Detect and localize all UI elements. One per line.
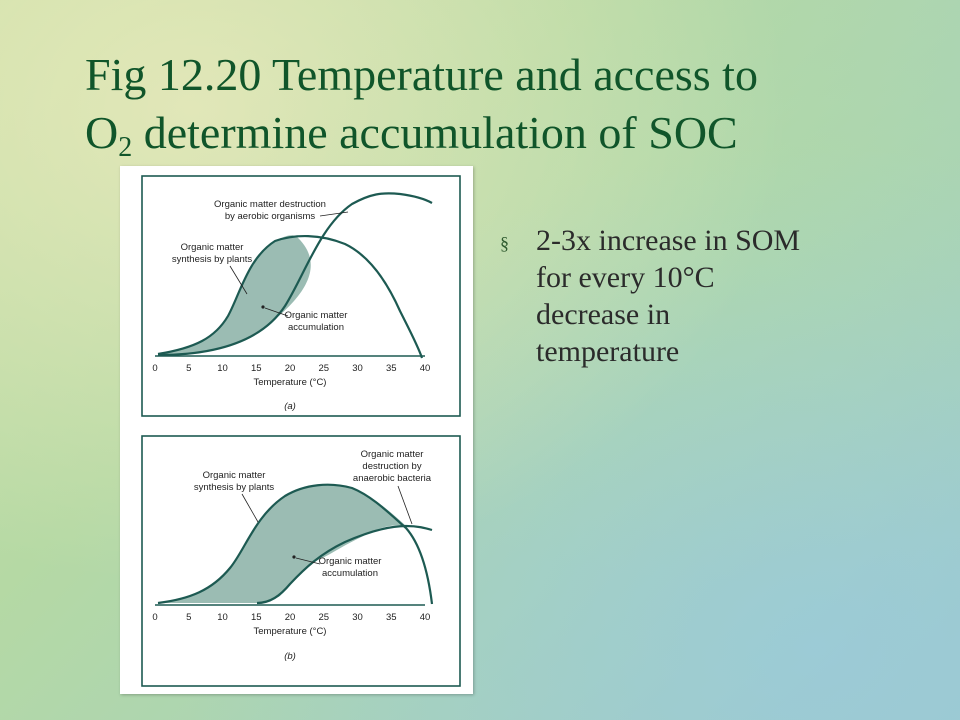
panel-a-destruction-label-1: Organic matter destruction <box>214 199 326 210</box>
panel-a-accumulation-label-1: Organic matter <box>285 310 348 321</box>
panel-b-tick-0: 0 <box>152 612 157 623</box>
panel-b-synthesis-label-2: synthesis by plants <box>194 482 275 493</box>
panel-b-tick-20: 20 <box>285 612 296 623</box>
panel-a-tick-40: 40 <box>420 363 431 374</box>
panel-a-tick-0: 0 <box>152 363 157 374</box>
bullet-item: § 2-3x increase in SOM for every 10°C de… <box>500 222 880 370</box>
panel-a-accumulation-dot <box>261 305 265 309</box>
panel-a-destruction-label-2: by aerobic organisms <box>225 211 316 222</box>
panel-a-x-label: Temperature (°C) <box>254 377 327 388</box>
title-line-1: Fig 12.20 Temperature and access to <box>85 49 758 100</box>
panel-b-accumulation-area <box>158 484 406 603</box>
panel-b-tick-40: 40 <box>420 612 431 623</box>
panel-b-synthesis-pointer <box>241 493 259 523</box>
bullet-line-1: 2-3x increase in SOM <box>536 224 801 257</box>
title-subscript: 2 <box>118 132 133 163</box>
panel-a-caption: (a) <box>284 401 296 412</box>
panel-a-tick-25: 25 <box>318 363 329 374</box>
panel-b-x-label: Temperature (°C) <box>254 626 327 637</box>
panel-a-synthesis-pointer <box>229 265 248 295</box>
panel-b-destruction-pointer <box>397 485 413 525</box>
panel-b-destruction-curve <box>256 524 433 605</box>
panel-a-accumulation-pointer <box>264 307 289 317</box>
panel-a: 0 5 10 15 20 25 30 35 40 Temperature (°C… <box>141 175 461 417</box>
panel-a-tick-10: 10 <box>217 363 228 374</box>
panel-a-tick-20: 20 <box>285 363 296 374</box>
bullet-line-2: for every 10°C <box>536 261 715 294</box>
panel-b-tick-35: 35 <box>386 612 397 623</box>
panel-b-destruction-label-2: destruction by <box>362 461 421 472</box>
panel-b-synthesis-label-1: Organic matter <box>203 470 266 481</box>
title-o: O <box>85 107 119 158</box>
panel-a-tick-5: 5 <box>186 363 191 374</box>
panel-b-accumulation-pointer <box>295 557 321 565</box>
bullet-list: § 2-3x increase in SOM for every 10°C de… <box>500 222 880 370</box>
slide-title: Fig 12.20 Temperature and access to O2 d… <box>85 46 758 177</box>
panel-a-tick-35: 35 <box>386 363 397 374</box>
panel-b-tick-30: 30 <box>352 612 363 623</box>
panel-b-synthesis-curve <box>157 483 434 605</box>
panel-b: 0 5 10 15 20 25 30 35 40 Temperature (°C… <box>141 435 461 687</box>
panel-a-destruction-curve <box>157 192 433 357</box>
panel-b-accumulation-label-2: accumulation <box>322 568 378 579</box>
panel-a-accumulation-label-2: accumulation <box>288 322 344 333</box>
panel-a-tick-15: 15 <box>251 363 262 374</box>
panel-a-destruction-pointer <box>319 211 349 217</box>
panel-b-tick-5: 5 <box>186 612 191 623</box>
panel-b-tick-25: 25 <box>318 612 329 623</box>
panel-a-tick-30: 30 <box>352 363 363 374</box>
panel-a-frame <box>141 175 461 417</box>
panel-b-tick-15: 15 <box>251 612 262 623</box>
panel-b-caption: (b) <box>284 651 296 662</box>
panel-a-synthesis-label-2: synthesis by plants <box>172 254 253 265</box>
panel-b-accumulation-dot <box>292 555 296 559</box>
panel-a-synthesis-curve <box>157 234 424 359</box>
figure-image: 0 5 10 15 20 25 30 35 40 Temperature (°C… <box>120 166 473 694</box>
bullet-line-4: temperature <box>536 335 680 368</box>
figure-diagram: 0 5 10 15 20 25 30 35 40 Temperature (°C… <box>141 175 461 687</box>
panel-b-destruction-label-3: anaerobic bacteria <box>353 473 432 484</box>
panel-b-accumulation-label-1: Organic matter <box>319 556 382 567</box>
panel-a-accumulation-area <box>158 235 311 355</box>
bullet-line-3: decrease in <box>536 298 671 331</box>
panel-b-tick-10: 10 <box>217 612 228 623</box>
panel-b-destruction-label-1: Organic matter <box>361 449 424 460</box>
title-line-2: determine accumulation of SOC <box>132 107 738 158</box>
panel-a-synthesis-label-1: Organic matter <box>181 242 244 253</box>
bullet-marker: § <box>500 233 509 253</box>
